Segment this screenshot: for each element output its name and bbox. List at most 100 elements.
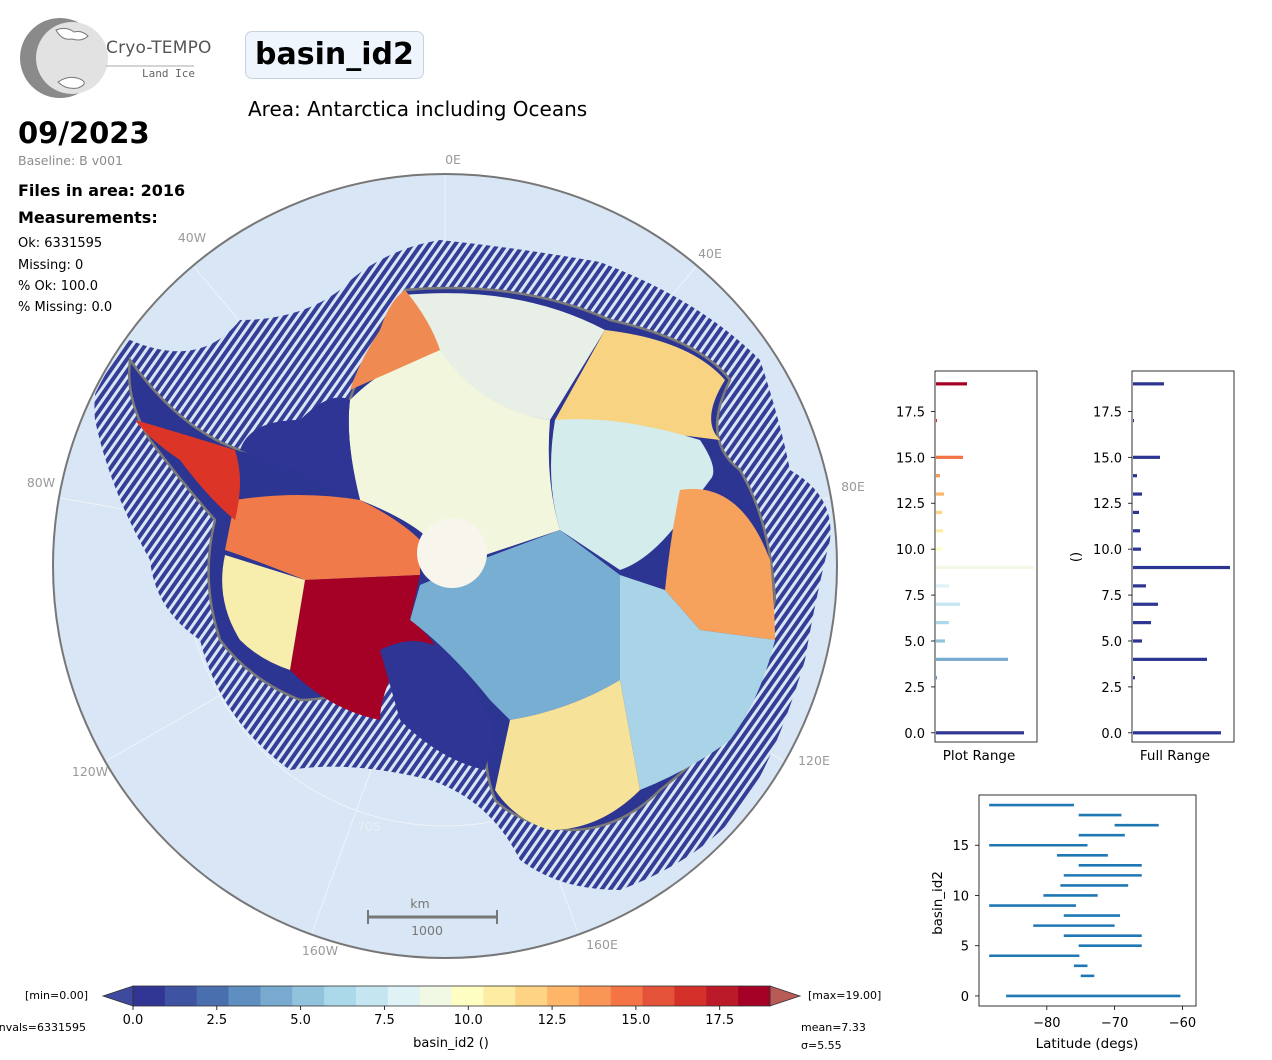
lon-label-160w: 160W [302,943,338,958]
latitude-y-tick-label: 15 [952,839,969,854]
colorbar-tick-label: 0.0 [123,1013,144,1028]
percent-missing: % Missing: 0.0 [18,300,113,315]
colorbar-segment [738,986,771,1006]
colorbar-mean-label: mean=7.33 [801,1021,866,1034]
full-range-bar [1133,455,1160,459]
colorbar-segment [324,986,357,1006]
plot-range-tick-label: 15.0 [896,451,925,466]
latitude-y-tick-label: 5 [961,940,969,955]
plot-range-bar [936,492,944,496]
full-range-bar [1133,621,1151,625]
lon-label-160e: 160E [586,937,618,952]
plot-range-bar [936,418,937,423]
colorbar-segment [355,986,389,1006]
latitude-x-tick-label: −80 [1033,1016,1060,1031]
full-range-bar [1133,602,1158,606]
lon-label-80e: 80E [841,479,865,494]
colorbar-segment [483,986,516,1006]
full-range-histogram: 0.02.55.07.510.012.515.017.5 Full Range … [1069,370,1235,764]
latitude-plot-frame [978,794,1197,1007]
colorbar-segments [133,986,771,1006]
plot-range-bar [936,657,1008,661]
colorbar-segment [706,986,739,1006]
colorbar-segment [228,986,261,1006]
colorbar-segment [387,986,421,1006]
scale-unit: km [410,896,429,911]
colorbar-segment [292,986,325,1006]
scale-value: 1000 [411,923,443,938]
full-range-bar [1133,731,1221,735]
colorbar-nvals-label: nvals=6331595 [0,1021,86,1034]
latitude-x-tick-label: −70 [1101,1016,1128,1031]
full-range-bar [1133,529,1140,533]
plot-range-bar [936,731,1024,735]
colorbar-std-label: σ=5.55 [801,1039,842,1052]
colorbar-min-label: [min=0.00] [25,989,88,1002]
colorbar-tick-label: 7.5 [374,1013,395,1028]
plot-range-bar [936,584,949,588]
colorbar-segment [133,986,166,1006]
full-range-bar [1133,547,1141,551]
full-range-bar [1133,657,1207,661]
plot-range-frame [934,370,1038,743]
full-range-tick-label: 5.0 [1101,635,1122,650]
plot-range-bar [936,455,963,459]
colorbar-min-extend [101,985,134,1007]
plot-range-tick-label: 5.0 [904,635,925,650]
latitude-x-tick-label: −60 [1169,1016,1196,1031]
antarctica-map: 0E 40E 80E 120E 160E 160W 120W 80W 40W 7… [27,152,865,959]
plot-range-bar [936,474,940,478]
plot-range-tick-label: 17.5 [896,405,925,420]
full-range-frame [1131,370,1235,743]
full-range-ylabel: () [1069,552,1084,562]
latitude-plot-ylabel: basin_id2 [930,871,946,935]
logo-name: Cryo-TEMPO [106,38,212,58]
full-range-tick-label: 17.5 [1093,405,1122,420]
full-range-xlabel: Full Range [1140,748,1210,764]
lon-label-40e: 40E [698,246,722,261]
plot-range-bar [936,510,942,515]
colorbar-segment [547,986,580,1006]
colorbar-ticks: 0.0 2.5 5.0 7.5 10.0 12.5 15.0 17.5 [123,1006,734,1028]
plot-range-tick-label: 12.5 [896,497,925,512]
full-range-tick-label: 7.5 [1101,589,1122,604]
plot-range-tick-label: 0.0 [904,727,925,742]
plot-range-bar [936,621,949,625]
colorbar-segment [260,986,293,1006]
full-range-tick-label: 2.5 [1101,681,1122,696]
full-range-bar [1133,510,1139,515]
full-range-tick-label: 15.0 [1093,451,1122,466]
latitude-y-tick-label: 0 [961,990,969,1005]
colorbar-segment [451,986,484,1006]
colorbar-max-label: [max=19.00] [808,989,881,1002]
plot-range-bar [936,676,937,680]
full-range-bar [1133,676,1135,680]
full-range-bar [1133,492,1142,496]
colorbar-tick-label: 2.5 [206,1013,227,1028]
colorbar-segment [578,986,612,1006]
plot-range-bar [936,565,1034,570]
colorbar-tick-label: 5.0 [290,1013,311,1028]
full-range-bar [1133,382,1164,386]
colorbar-tick-label: 17.5 [705,1013,734,1028]
ok-count: Ok: 6331595 [18,236,103,251]
baseline-label: Baseline: B v001 [18,153,123,168]
full-range-bar [1133,639,1142,643]
full-range-bar [1133,584,1146,588]
colorbar-tick-label: 12.5 [538,1013,567,1028]
latitude-y-tick-label: 10 [952,889,969,904]
full-range-bar [1133,418,1134,423]
colorbar-segment [515,986,548,1006]
drainage-basins [135,290,775,830]
plot-range-histogram: 0.0 2.5 5.0 7.5 10.0 12.5 15.0 17.5 Plot Range [896,370,1038,764]
colorbar-segment [610,986,643,1006]
colorbar-segment [196,986,229,1006]
colorbar-segment [419,986,452,1006]
colorbar-max-extend [769,985,802,1007]
full-range-bar [1133,565,1230,570]
logo-subtitle: Land Ice [142,67,195,80]
logo-emblem [20,18,194,98]
latitude-plot-xlabel: Latitude (degs) [1036,1036,1139,1052]
full-range-tick-label: 10.0 [1093,543,1122,558]
date-label: 09/2023 [18,116,150,150]
